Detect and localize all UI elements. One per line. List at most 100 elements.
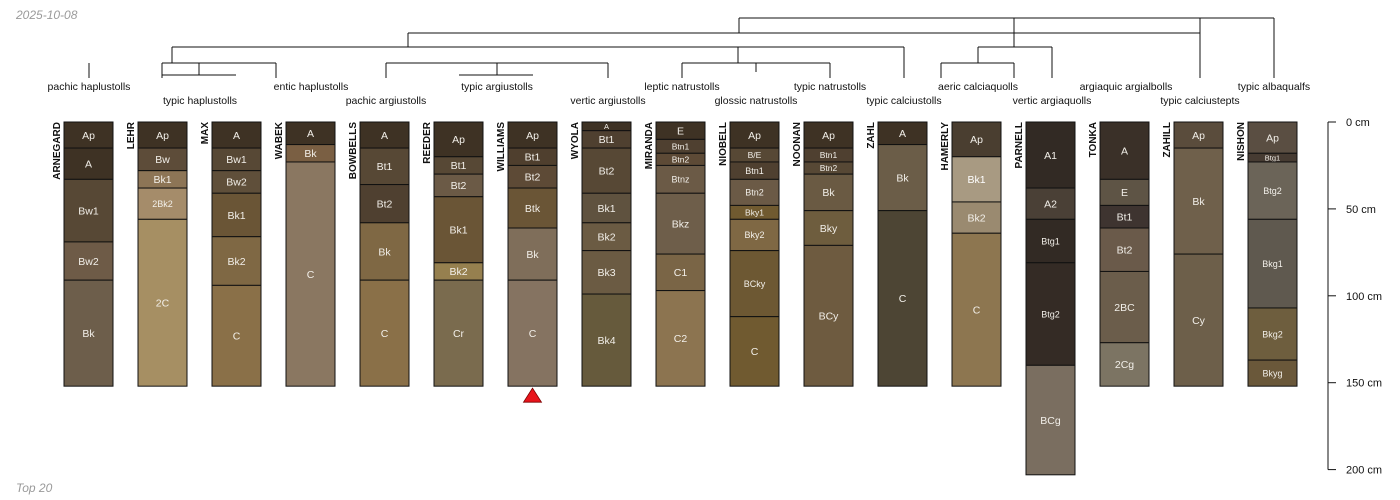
- horizon-block: [359, 147, 410, 186]
- horizon-block: [63, 121, 114, 149]
- horizon-label: C: [381, 328, 389, 340]
- horizon-label: Bky: [820, 223, 838, 235]
- horizon-label: Bky1: [745, 207, 764, 217]
- horizon-block: [507, 187, 558, 229]
- horizon-label: BCy: [819, 311, 840, 323]
- profile-name: TONKA: [1088, 122, 1099, 157]
- horizon-label: A: [307, 128, 314, 140]
- horizon-label: Bt2: [451, 180, 467, 192]
- horizon-block: [803, 244, 854, 387]
- horizon-label: Bk1: [449, 225, 467, 237]
- horizon-block: [1099, 227, 1150, 272]
- taxon-label: argiaquic argialbolls: [1080, 81, 1173, 93]
- horizon-label: Bt1: [1117, 212, 1133, 224]
- horizon-label: Ap: [748, 130, 761, 142]
- horizon-block: [729, 121, 780, 149]
- profile-name: HAMERLY: [940, 122, 951, 171]
- horizon-label: Btn1: [820, 150, 838, 160]
- horizon-block: [63, 279, 114, 387]
- horizon-label: C: [899, 293, 907, 305]
- horizon-label: Bt2: [525, 172, 541, 184]
- horizon-label: Bk: [822, 187, 835, 199]
- horizon-label: E: [677, 125, 684, 137]
- taxon-label: pachic argiustolls: [346, 95, 427, 107]
- depth-tick-label: 150 cm: [1346, 378, 1382, 390]
- horizon-label: Bt2: [599, 165, 615, 177]
- profile-name: MAX: [200, 122, 211, 145]
- horizon-label: Bk2: [227, 256, 245, 268]
- horizon-block: [507, 121, 558, 149]
- horizon-label: Bk: [378, 246, 391, 258]
- taxon-label: typic calciustepts: [1160, 95, 1239, 107]
- horizon-label: Ap: [452, 134, 465, 146]
- horizon-block: [1099, 178, 1150, 206]
- horizon-block: [1025, 364, 1076, 476]
- horizon-label: A1: [1044, 150, 1057, 162]
- horizon-label: Ap: [970, 134, 983, 146]
- horizon-block: [581, 250, 632, 295]
- horizon-label: BCg: [1040, 415, 1061, 427]
- horizon-block: [1173, 253, 1224, 387]
- horizon-label: C1: [674, 267, 688, 279]
- depth-tick-label: 200 cm: [1346, 465, 1382, 477]
- depth-tick-label: 100 cm: [1346, 291, 1382, 303]
- horizon-block: [507, 279, 558, 387]
- horizon-block: [137, 218, 188, 387]
- horizon-label: Btn2: [820, 163, 838, 173]
- taxon-label: typic argiustolls: [461, 81, 533, 93]
- horizon-label: Bk2: [597, 231, 615, 243]
- profile-name: ZAHL: [866, 122, 877, 149]
- horizon-block: [581, 192, 632, 224]
- profile-name: NISHON: [1236, 122, 1247, 161]
- horizon-label: Ap: [156, 130, 169, 142]
- horizon-block: [433, 121, 484, 158]
- horizon-label: Btn1: [745, 166, 764, 176]
- horizon-label: C: [751, 346, 759, 358]
- horizon-block: [581, 222, 632, 252]
- taxon-label: glossic natrustolls: [715, 95, 798, 107]
- horizon-label: C: [307, 269, 315, 281]
- taxon-label: typic haplustolls: [163, 95, 237, 107]
- horizon-label: Bt1: [451, 160, 467, 172]
- taxon-label: vertic argiustolls: [570, 95, 645, 107]
- horizon-block: [359, 279, 410, 387]
- profile-name: REEDER: [422, 121, 433, 163]
- horizon-block: [359, 222, 410, 281]
- horizon-block: [211, 192, 262, 238]
- horizon-label: Bw2: [226, 177, 247, 189]
- date-stamp: 2025-10-08: [16, 8, 78, 22]
- horizon-block: [211, 121, 262, 149]
- horizon-label: Bkyg: [1262, 368, 1282, 378]
- horizon-label: Bk3: [597, 267, 615, 279]
- horizon-label: A: [85, 158, 92, 170]
- horizon-label: A: [233, 130, 240, 142]
- profile-name: WILLIAMS: [496, 122, 507, 172]
- horizon-label: C: [233, 331, 241, 343]
- horizon-label: Bk: [1192, 196, 1205, 208]
- horizon-label: Bw: [155, 154, 170, 166]
- depth-tick-label: 50 cm: [1346, 204, 1376, 216]
- horizon-block: [1099, 342, 1150, 387]
- horizon-label: Bky2: [744, 230, 764, 240]
- horizon-label: Bkg2: [1262, 329, 1283, 339]
- horizon-label: Bk: [526, 249, 539, 261]
- horizon-label: E: [1121, 187, 1128, 199]
- horizon-block: [729, 316, 780, 387]
- horizon-block: [877, 144, 928, 212]
- horizon-block: [1025, 218, 1076, 264]
- horizon-block: [581, 293, 632, 387]
- horizon-label: Ap: [82, 130, 95, 142]
- horizon-block: [285, 161, 336, 387]
- taxon-label: typic albaqualfs: [1238, 81, 1310, 93]
- horizon-label: Bk2: [967, 212, 985, 224]
- horizon-label: Bt1: [599, 134, 615, 146]
- horizon-label: Btg1: [1041, 236, 1060, 246]
- taxon-label: leptic natrustolls: [644, 81, 719, 93]
- horizon-block: [951, 201, 1002, 234]
- taxon-label: vertic argiaquolls: [1013, 95, 1092, 107]
- horizon-label: Btg1: [1265, 153, 1280, 162]
- highlight-marker: [522, 387, 543, 403]
- horizon-label: Bt1: [377, 161, 393, 173]
- horizon-block: [1247, 218, 1298, 309]
- horizon-label: A: [604, 122, 609, 131]
